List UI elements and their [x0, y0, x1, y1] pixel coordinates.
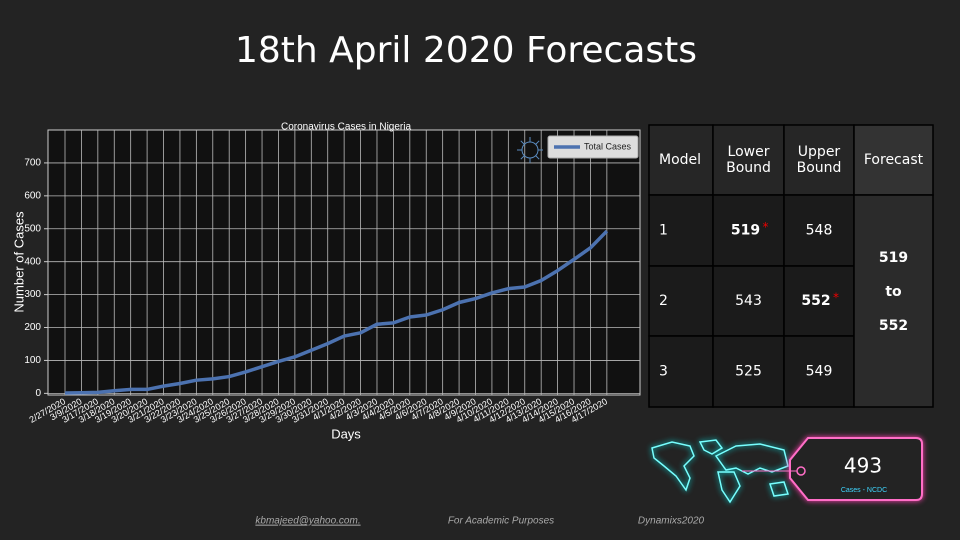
virus-spike: [520, 155, 525, 160]
legend-label: Total Cases: [584, 141, 632, 151]
y-tick-label: 600: [24, 190, 41, 201]
footer-email: kbmajeed@yahoo.com.: [255, 516, 360, 527]
virus-spike: [535, 140, 540, 145]
y-tick-label: 100: [24, 355, 41, 366]
virus-spike: [535, 155, 540, 160]
table-header: Forecast: [864, 152, 924, 168]
legend: Total Cases: [547, 135, 639, 159]
table-cell-text: 525: [735, 364, 762, 380]
table-cell: [783, 335, 855, 408]
forecast-range: 519: [879, 250, 908, 266]
footer-brand: Dynamixs2020: [638, 516, 705, 527]
table-cell-text: 3: [659, 364, 668, 380]
table-cell-text: 549: [806, 364, 833, 380]
table-cell-text: 552: [801, 293, 830, 309]
table-cell-text: 519: [731, 223, 760, 239]
table-cell: [783, 194, 855, 267]
y-tick-label: 400: [24, 256, 41, 267]
table-cell: [712, 194, 785, 267]
table-header: Model: [659, 152, 701, 168]
y-tick-label: 200: [24, 322, 41, 333]
table-cell: [712, 265, 785, 337]
highlight-marker: *: [833, 291, 839, 305]
table-cell-text: 548: [806, 223, 833, 239]
tag-shape: [789, 437, 923, 501]
table-cell: [712, 124, 785, 196]
forecast-range: 552: [879, 318, 908, 334]
table-cell: [853, 124, 934, 196]
highlight-marker: *: [763, 220, 769, 234]
world-map-icon: [651, 439, 789, 504]
tag-value: 493: [844, 454, 882, 478]
legend-box: [547, 135, 639, 159]
y-tick-label: 700: [24, 158, 41, 169]
line-series: [64, 229, 609, 395]
slide-title: 18th April 2020 Forecasts: [235, 30, 697, 71]
table-cell: [648, 124, 714, 196]
table-header: Lower Bound: [726, 144, 771, 176]
y-tick-label: 500: [24, 223, 41, 234]
virus-spike: [520, 140, 525, 145]
table-cell-text: 2: [659, 293, 668, 309]
x-axis-label: Days: [331, 426, 361, 441]
table-header: Upper Bound: [797, 144, 842, 176]
y-tick-label: 0: [35, 388, 41, 399]
virus-icon: [517, 137, 543, 163]
chart-title: Coronavirus Cases in Nigeria: [281, 122, 411, 133]
table-cell-text: 543: [735, 293, 762, 309]
tag-label: Cases - NCDC: [841, 487, 887, 494]
footer-note: For Academic Purposes: [448, 516, 554, 527]
table-cell-text: 1: [659, 223, 668, 239]
table-cell: [853, 194, 934, 408]
table-cell: [648, 335, 714, 408]
forecast-range: to: [885, 284, 902, 300]
table-cell: [712, 335, 785, 408]
y-tick-label: 300: [24, 289, 41, 300]
y-axis-label: Number of Cases: [11, 211, 26, 313]
